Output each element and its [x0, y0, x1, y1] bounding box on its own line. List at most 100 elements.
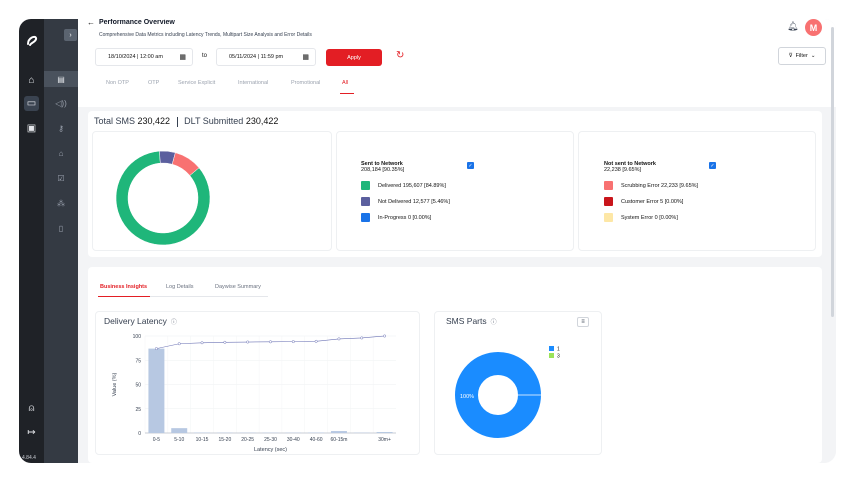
- filter-button[interactable]: ⊽ Filter ⌄: [778, 47, 826, 65]
- messages-icon[interactable]: ▭: [24, 96, 39, 111]
- slice-label: 100%: [460, 394, 474, 400]
- calendar-icon[interactable]: ▦: [302, 54, 309, 61]
- home-icon[interactable]: ⌂: [28, 75, 35, 86]
- collapse-sidebar-button[interactable]: ›: [64, 29, 77, 41]
- chart-menu-button[interactable]: ≡: [577, 317, 589, 327]
- sent-value: 208,184 [90.35%]: [361, 167, 405, 173]
- logout-icon[interactable]: ↦: [27, 427, 36, 438]
- active-tab-underline: [340, 93, 354, 94]
- not-sent-title: Not sent to Network: [604, 161, 656, 167]
- date-from-value: 18/10/2024 | 12:00 am: [108, 54, 163, 60]
- user-icon[interactable]: ⍝: [28, 403, 35, 414]
- to-label: to: [202, 53, 208, 59]
- legend-label: 3: [557, 354, 560, 360]
- icon-rail: ⌂ ▭ ▣ ⍝ ↦ 4.84.4: [19, 19, 44, 463]
- group-icon[interactable]: ⁂: [57, 198, 65, 208]
- sms-parts-chart: 1 3 100%: [455, 346, 560, 438]
- info-icon[interactable]: ⓘ: [490, 320, 497, 326]
- sent-title: Sent to Network: [361, 161, 403, 167]
- document-icon[interactable]: ▯: [58, 223, 64, 233]
- tab-promotional[interactable]: Promotional: [291, 80, 321, 86]
- line-point[interactable]: [177, 342, 181, 346]
- tab-daywise-summary[interactable]: Daywise Summary: [215, 284, 261, 290]
- legend-swatch: [604, 197, 613, 206]
- legend-item: Scrubbing Error 22,233 [9.65%]: [604, 181, 698, 190]
- scrollbar[interactable]: [831, 27, 834, 317]
- line-point[interactable]: [223, 340, 227, 344]
- dlt-label: DLT Submitted: [184, 116, 244, 126]
- latency-chart: 0 25 50 75 100 0-5 5-10 10-15 15-20 20-25 25-30 30-…: [112, 334, 396, 453]
- back-arrow-icon[interactable]: ←: [87, 19, 95, 27]
- line-point[interactable]: [314, 339, 318, 343]
- line-point[interactable]: [291, 340, 295, 344]
- legend-swatch: [361, 197, 370, 206]
- line-point[interactable]: [360, 336, 364, 340]
- not-sent-header: Not sent to Network 22,238 [9.65%]: [604, 161, 656, 173]
- legend-item: System Error 0 [0.00%]: [604, 213, 678, 222]
- x-tick-label: 20-25: [241, 437, 254, 443]
- key-icon[interactable]: ⚷: [58, 123, 64, 133]
- sms-parts-title: SMS Parts: [446, 316, 487, 326]
- contacts-icon[interactable]: ▣: [26, 123, 37, 134]
- filter-label: Filter: [795, 53, 808, 59]
- y-tick-label: 50: [135, 383, 141, 389]
- tab-international[interactable]: International: [238, 80, 269, 86]
- apply-button[interactable]: Apply: [326, 49, 382, 66]
- bell-icon[interactable]: 🔔︎: [787, 21, 799, 31]
- sender-icon[interactable]: ⌂: [58, 148, 64, 158]
- y-tick-label: 75: [135, 358, 141, 364]
- tab-log-details[interactable]: Log Details: [166, 284, 194, 290]
- avatar[interactable]: M: [805, 19, 822, 36]
- bar[interactable]: [171, 428, 188, 433]
- reports-icon[interactable]: ▤: [44, 71, 78, 87]
- pie-slice[interactable]: [115, 150, 211, 246]
- legend-item: Customer Error 5 [0.00%]: [604, 197, 683, 206]
- y-axis-label: Value (%): [112, 372, 118, 396]
- date-from-field[interactable]: 18/10/2024 | 12:00 am ▦: [95, 48, 193, 66]
- x-tick-label: 15-20: [218, 437, 231, 443]
- sms-parts-panel: SMS Parts ⓘ 1 3 100%: [434, 311, 602, 455]
- legend-swatch: [361, 213, 370, 222]
- date-to-field[interactable]: 05/11/2024 | 11:59 pm ▦: [216, 48, 316, 66]
- tab-service-explicit[interactable]: Service Explicit: [178, 80, 216, 86]
- refresh-icon[interactable]: ↻: [396, 50, 405, 61]
- info-icon[interactable]: ⓘ: [170, 320, 177, 326]
- app-version: 4.84.4: [22, 455, 36, 461]
- x-tick-label: 30-40: [287, 437, 300, 443]
- campaign-icon[interactable]: ◁)): [55, 98, 67, 108]
- bar[interactable]: [330, 431, 347, 433]
- line-point[interactable]: [337, 337, 341, 341]
- line-point[interactable]: [383, 334, 387, 338]
- x-tick-label: 30m+: [378, 437, 391, 443]
- sent-panel: Sent to Network 208,184 [90.35%] ✓ Deliv…: [336, 131, 574, 251]
- x-tick-label: 10-15: [196, 437, 209, 443]
- legend-swatch: [604, 181, 613, 190]
- not-sent-value: 22,238 [9.65%]: [604, 167, 642, 173]
- total-sms-label: Total SMS: [94, 116, 136, 126]
- line-point[interactable]: [246, 340, 250, 344]
- line-point[interactable]: [200, 341, 204, 345]
- calendar-icon[interactable]: ▦: [179, 54, 186, 61]
- sent-header: Sent to Network 208,184 [90.35%]: [361, 161, 404, 173]
- x-tick-label: 5-10: [174, 437, 184, 443]
- x-axis-label: Latency (sec): [254, 447, 287, 453]
- total-sms-value: 230,422: [137, 116, 171, 126]
- tab-otp[interactable]: OTP: [148, 80, 160, 86]
- pie-slice[interactable]: [171, 152, 200, 176]
- sent-checkbox[interactable]: ✓: [467, 162, 474, 169]
- summary-card: Total SMS 230,422 DLT Submitted 230,422 …: [88, 111, 822, 257]
- legend-label: In-Progress 0 [0.00%]: [378, 214, 432, 221]
- template-icon[interactable]: ☑: [57, 173, 65, 183]
- tab-non-otp[interactable]: Non OTP: [106, 80, 129, 86]
- legend-label: System Error 0 [0.00%]: [621, 214, 678, 221]
- bar[interactable]: [376, 432, 393, 433]
- tab-all[interactable]: All: [342, 80, 349, 86]
- donut-panel: [92, 131, 332, 251]
- not-sent-checkbox[interactable]: ✓: [709, 162, 716, 169]
- y-tick-label: 25: [135, 407, 141, 413]
- line-point[interactable]: [154, 347, 158, 351]
- tab-business-insights[interactable]: Business Insights: [100, 284, 148, 290]
- legend-item: Delivered 195,607 [84.89%]: [361, 181, 446, 190]
- bar[interactable]: [148, 348, 165, 433]
- line-point[interactable]: [269, 340, 272, 344]
